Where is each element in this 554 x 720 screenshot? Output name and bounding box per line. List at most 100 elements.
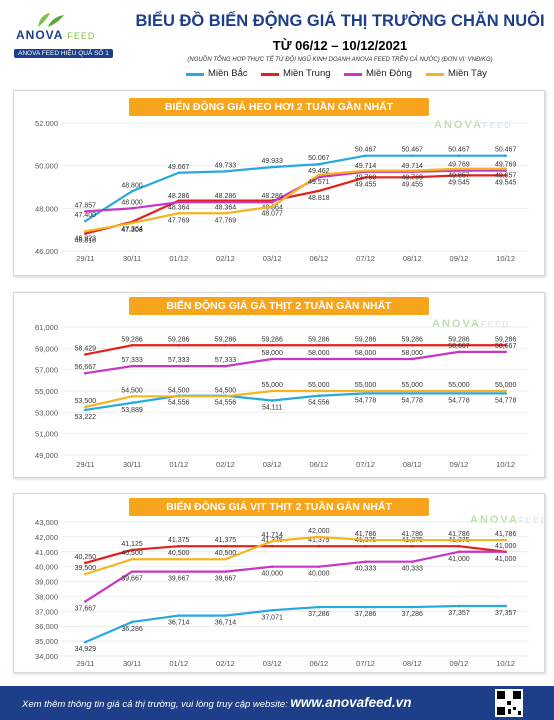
data-point: [504, 550, 507, 554]
data-label: 37,286: [355, 611, 377, 618]
data-point: [364, 154, 367, 158]
data-label: 40,333: [355, 566, 377, 573]
data-point: [364, 343, 367, 347]
y-tick-label: 43,000: [35, 518, 58, 527]
footer-message: Xem thêm thông tin giá cả thị trường, vu…: [22, 699, 288, 710]
data-label: 49.769: [355, 175, 377, 182]
chart-duck-svg: 34,000 35,000 36,000 37,000 38,000 39,000 40,0…: [35, 518, 529, 668]
data-label: 40,250: [75, 554, 97, 561]
y-tick-label: 35,000: [35, 637, 58, 646]
data-label: 40,500: [168, 550, 190, 557]
page-title: BIỂU ĐỒ BIẾN ĐỘNG GIÁ THỊ TRƯỜNG CHĂN NU…: [135, 12, 545, 30]
chart-title-pig: BIẾN ĐỘNG GIÁ HEO HƠI 2 TUẦN GẦN NHẤT: [129, 98, 429, 116]
x-tick-label: 06/12: [309, 254, 328, 263]
data-point: [457, 538, 461, 542]
data-label: 48.000: [121, 199, 143, 206]
data-label: 49.545: [448, 179, 470, 186]
data-point: [130, 557, 134, 561]
data-label: 41,786: [448, 531, 470, 538]
data-label: 54,111: [262, 404, 282, 411]
y-tick-label: 55,000: [35, 387, 58, 396]
footer-website-link[interactable]: www.anovafeed.vn: [290, 695, 412, 710]
series-line: [85, 344, 506, 356]
data-label: 40,333: [402, 566, 424, 573]
data-label: 55,000: [402, 382, 424, 389]
data-label: 57,333: [168, 357, 190, 364]
data-point: [177, 200, 181, 204]
logo-word: ANOVA: [16, 28, 63, 42]
data-point: [130, 221, 134, 225]
data-label: 58,000: [402, 350, 424, 357]
series-line: [84, 550, 506, 603]
data-point: [410, 544, 414, 548]
data-label: 58,000: [308, 350, 330, 357]
data-point: [504, 154, 507, 158]
logo-tagline: ANOVA FEED HIỆU QUẢ SỐ 1: [14, 49, 113, 58]
data-label: 54,500: [215, 387, 237, 394]
data-label: 59,286: [402, 336, 424, 343]
data-label: 47.400: [75, 212, 97, 219]
series-line: [85, 167, 506, 233]
y-tick-label: 34,000: [35, 652, 58, 661]
data-label: 37,357: [448, 610, 470, 617]
x-tick-label: 09/12: [450, 460, 469, 469]
data-point: [457, 174, 461, 177]
data-point: [224, 395, 227, 398]
data-label: 41,714: [261, 532, 283, 539]
footer-bar: Xem thêm thông tin giá cả thị trường, vu…: [0, 686, 554, 720]
data-point: [317, 173, 321, 177]
x-tick-label: 07/12: [356, 254, 375, 263]
data-label: 36,714: [168, 620, 190, 627]
data-label: 40,000: [261, 571, 283, 578]
data-point: [84, 219, 87, 223]
data-point: [84, 640, 87, 644]
data-label: 41,000: [448, 556, 470, 563]
data-label: 46.923: [75, 235, 97, 242]
data-label: 59,286: [448, 336, 470, 343]
y-tick-label: 53,000: [35, 408, 58, 417]
legend-label-tay: Miền Tây: [448, 68, 487, 79]
data-point: [457, 544, 461, 548]
data-point: [504, 350, 507, 354]
series-line: [85, 389, 506, 409]
data-point: [317, 357, 321, 361]
data-point: [270, 343, 274, 347]
qr-code-icon: [495, 689, 523, 717]
date-range: TỪ 06/12 – 10/12/2021: [272, 38, 408, 53]
data-point: [177, 364, 181, 368]
data-label: 54,778: [448, 397, 470, 404]
data-point: [224, 211, 227, 215]
y-tick-label: 41,000: [35, 548, 58, 557]
data-label: 50.467: [402, 147, 424, 154]
data-label: 47.769: [215, 217, 237, 224]
data-label: 53,889: [121, 407, 143, 414]
data-label: 49.462: [308, 168, 330, 175]
data-point: [410, 357, 414, 361]
data-point: [364, 175, 367, 179]
data-label: 41,000: [495, 543, 517, 550]
x-tick-label: 09/12: [450, 659, 469, 668]
data-point: [130, 548, 134, 552]
chart-chicken-svg: 49,000 51,000 53,000 55,000 57,000 59,000 61,0…: [35, 323, 529, 469]
data-label: 53,500: [75, 398, 97, 405]
data-label: 50.467: [448, 147, 470, 154]
x-tick-label: 03/12: [263, 659, 282, 668]
data-label: 40,000: [308, 571, 330, 578]
data-point: [270, 357, 274, 361]
data-point: [224, 364, 227, 368]
data-label: 59,286: [121, 336, 143, 343]
data-label: 41,000: [495, 556, 517, 563]
logo: ANOVA FEED ANOVA FEED HIỆU QUẢ SỐ 1: [6, 6, 136, 58]
x-tick-label: 07/12: [356, 460, 375, 469]
data-label: 59,286: [355, 336, 377, 343]
data-label: 41,125: [121, 541, 143, 548]
logo-sub: FEED: [67, 31, 96, 41]
y-tick-label: 42,000: [35, 533, 58, 542]
legend-label-bac: Miền Bắc: [208, 68, 248, 79]
data-label: 58,000: [261, 350, 283, 357]
x-tick-label: 02/12: [216, 254, 235, 263]
legend-swatch-tay: [426, 73, 444, 76]
watermark-word: ANOVA: [434, 119, 483, 131]
data-point: [177, 544, 181, 548]
data-point: [270, 544, 274, 548]
